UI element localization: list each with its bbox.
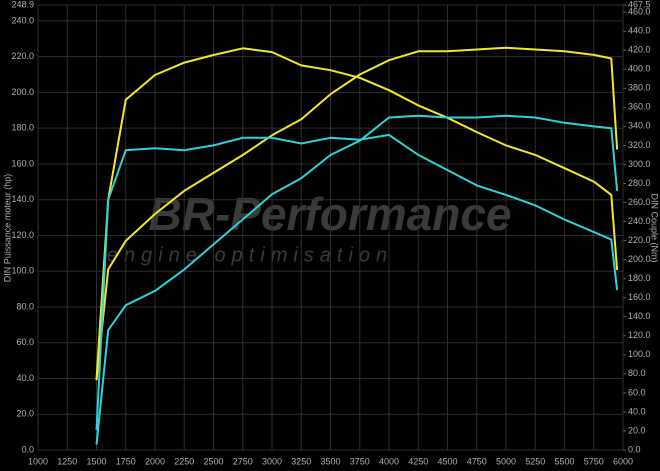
x-tick-label: 4250 [408,456,428,466]
y2-tick-label: 240.0 [628,216,651,226]
y-tick-label: 100.0 [11,266,34,276]
x-tick-label: 1250 [57,456,77,466]
x-tick-label: 2750 [233,456,253,466]
y2-tick-label: 380.0 [628,83,651,93]
series-line [95,114,619,445]
y2-tick-label: 220.0 [628,235,651,245]
y2-tick-label: 360.0 [628,102,651,112]
y-tick-label: 20.0 [16,409,34,419]
series-line [95,47,619,380]
y2-tick-label: 200.0 [628,254,651,264]
x-tick-label: 4500 [437,456,457,466]
y2-tick-label: 100.0 [628,349,651,359]
x-tick-label: 5500 [554,456,574,466]
y-tick-label: 200.0 [11,87,34,97]
series-line [95,133,619,431]
y2-tick-label: 420.0 [628,45,651,55]
y2-tick-label: 160.0 [628,292,651,302]
y-tick-label: 140.0 [11,194,34,204]
watermark-tagline: engine optimisation [107,244,393,266]
x-tick-label: 5000 [496,456,516,466]
y2-tick-label: 20.0 [628,425,646,435]
y2-tick-label: 280.0 [628,178,651,188]
y2-tick-label: 440.0 [628,26,651,36]
y2-tick-label: 180.0 [628,273,651,283]
y2-tick-label: 300.0 [628,159,651,169]
y2-tick-label: 140.0 [628,311,651,321]
y2-tick-label: 460.0 [628,7,651,17]
x-tick-label: 3250 [291,456,311,466]
y-tick-label: 220.0 [11,51,34,61]
y-tick-label: 120.0 [11,230,34,240]
y2-tick-label: 467.5 [628,0,651,9]
x-tick-label: 2500 [203,456,223,466]
y-tick-label: 240.0 [11,15,34,25]
y2-tick-label: 60.0 [628,387,646,397]
y-tick-label: 80.0 [16,301,34,311]
series-line [95,46,619,381]
y-tick-label: 180.0 [11,123,34,133]
x-tick-label: 2250 [174,456,194,466]
x-tick-label: 4000 [379,456,399,466]
x-tick-label: 3750 [350,456,370,466]
y2-tick-label: 400.0 [628,64,651,74]
x-tick-label: 3500 [320,456,340,466]
x-tick-label: 6000 [613,456,633,466]
y-axis-title: DIN Puissance moteur (hp) [2,174,12,283]
y2-tick-label: 40.0 [628,406,646,416]
x-tick-label: 2000 [145,456,165,466]
y-tick-label: 248.9 [11,0,34,9]
y2-axis-title: DIN Couple (Nm) [650,193,660,262]
y-tick-label: 160.0 [11,158,34,168]
x-tick-label: 1750 [116,456,136,466]
x-tick-label: 5750 [584,456,604,466]
y2-tick-label: 80.0 [628,368,646,378]
y2-tick-label: 0.0 [628,444,641,454]
x-tick-label: 1000 [28,456,48,466]
x-tick-label: 5250 [525,456,545,466]
y-tick-label: 0.0 [21,444,34,454]
x-tick-label: 3000 [262,456,282,466]
y-tick-label: 60.0 [16,337,34,347]
x-tick-label: 1500 [86,456,106,466]
y2-tick-label: 260.0 [628,197,651,207]
x-tick-label: 4750 [467,456,487,466]
y2-tick-label: 320.0 [628,140,651,150]
y2-tick-label: 340.0 [628,121,651,131]
y-tick-label: 40.0 [16,373,34,383]
y2-tick-label: 120.0 [628,330,651,340]
